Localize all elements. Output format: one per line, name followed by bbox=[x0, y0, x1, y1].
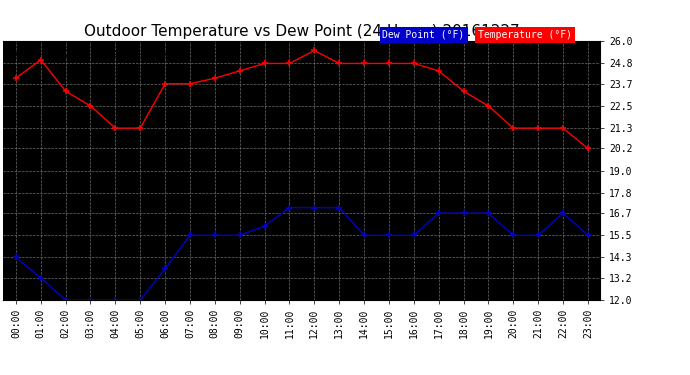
Title: Outdoor Temperature vs Dew Point (24 Hours) 20161227: Outdoor Temperature vs Dew Point (24 Hou… bbox=[84, 24, 520, 39]
Text: Dew Point (°F): Dew Point (°F) bbox=[382, 30, 464, 40]
Text: Copyright 2016 Cartronics.com: Copyright 2016 Cartronics.com bbox=[6, 49, 177, 59]
Text: Temperature (°F): Temperature (°F) bbox=[478, 30, 572, 40]
